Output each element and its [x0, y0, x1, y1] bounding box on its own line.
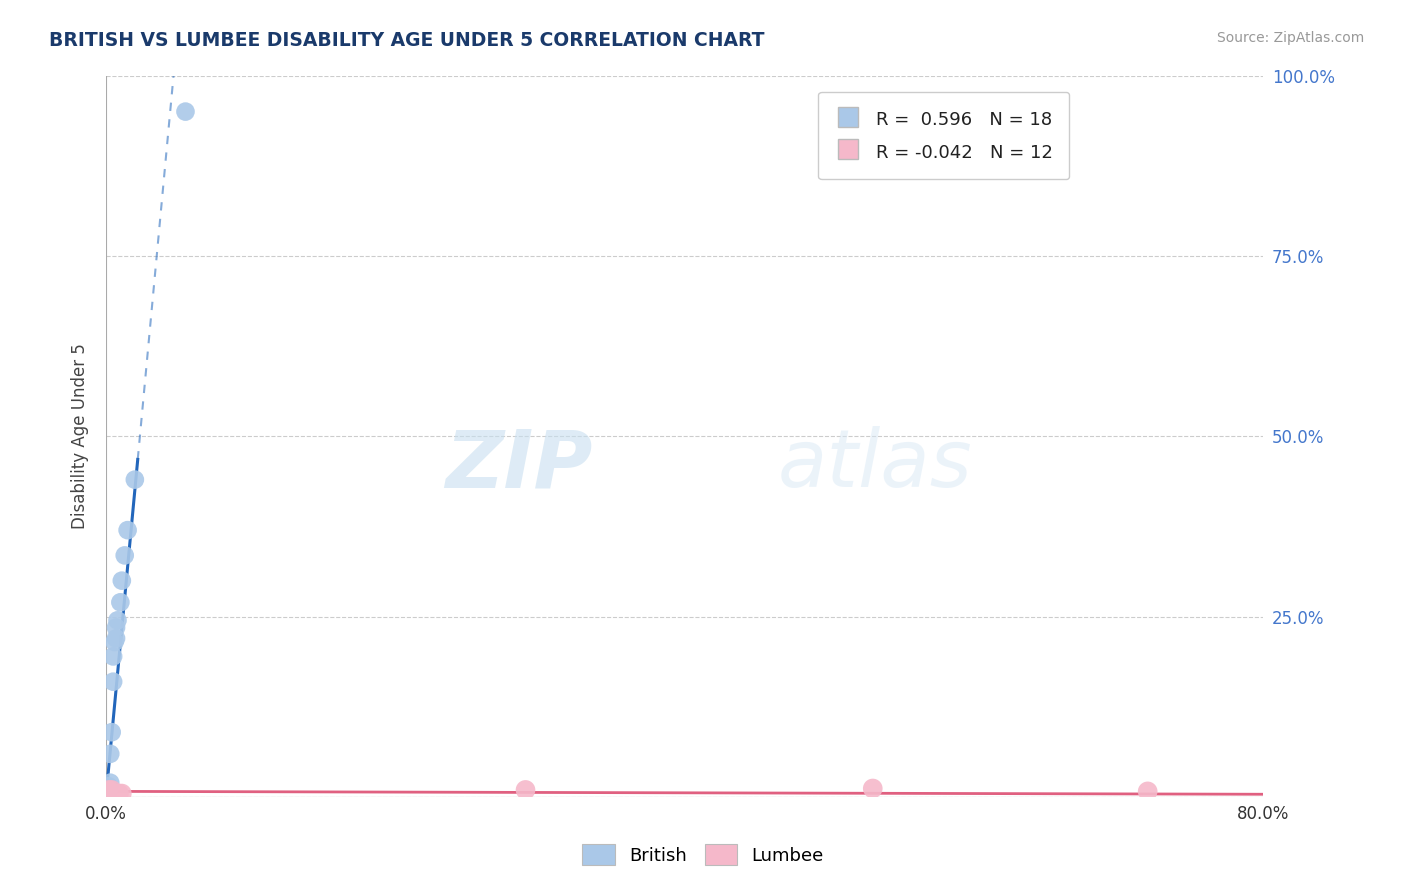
Point	[97, 787, 120, 801]
Point	[96, 787, 118, 801]
Point	[174, 104, 197, 119]
Point	[117, 523, 139, 537]
Point	[107, 613, 129, 627]
Point	[101, 649, 124, 664]
Text: Source: ZipAtlas.com: Source: ZipAtlas.com	[1216, 31, 1364, 45]
Point	[100, 783, 122, 797]
Point	[100, 725, 122, 739]
Point	[862, 781, 884, 796]
Point	[97, 780, 120, 794]
Y-axis label: Disability Age Under 5: Disability Age Under 5	[72, 343, 89, 529]
Point	[124, 473, 146, 487]
Legend: British, Lumbee: British, Lumbee	[574, 835, 832, 874]
Point	[1136, 784, 1159, 798]
Point	[96, 787, 118, 801]
Point	[105, 621, 128, 635]
Point	[108, 787, 131, 801]
Point	[110, 595, 132, 609]
Text: atlas: atlas	[778, 426, 972, 504]
Point	[97, 783, 120, 797]
Point	[103, 635, 125, 649]
Point	[97, 783, 120, 797]
Point	[103, 787, 125, 801]
Point	[100, 787, 122, 801]
Point	[98, 787, 121, 801]
Point	[98, 775, 121, 789]
Legend: R =  0.596   N = 18, R = -0.042   N = 12: R = 0.596 N = 18, R = -0.042 N = 12	[818, 92, 1069, 179]
Text: BRITISH VS LUMBEE DISABILITY AGE UNDER 5 CORRELATION CHART: BRITISH VS LUMBEE DISABILITY AGE UNDER 5…	[49, 31, 765, 50]
Point	[114, 549, 136, 563]
Point	[111, 787, 134, 801]
Point	[101, 674, 124, 689]
Point	[515, 783, 537, 797]
Point	[111, 574, 134, 588]
Point	[98, 747, 121, 761]
Text: ZIP: ZIP	[444, 426, 592, 504]
Point	[105, 632, 128, 646]
